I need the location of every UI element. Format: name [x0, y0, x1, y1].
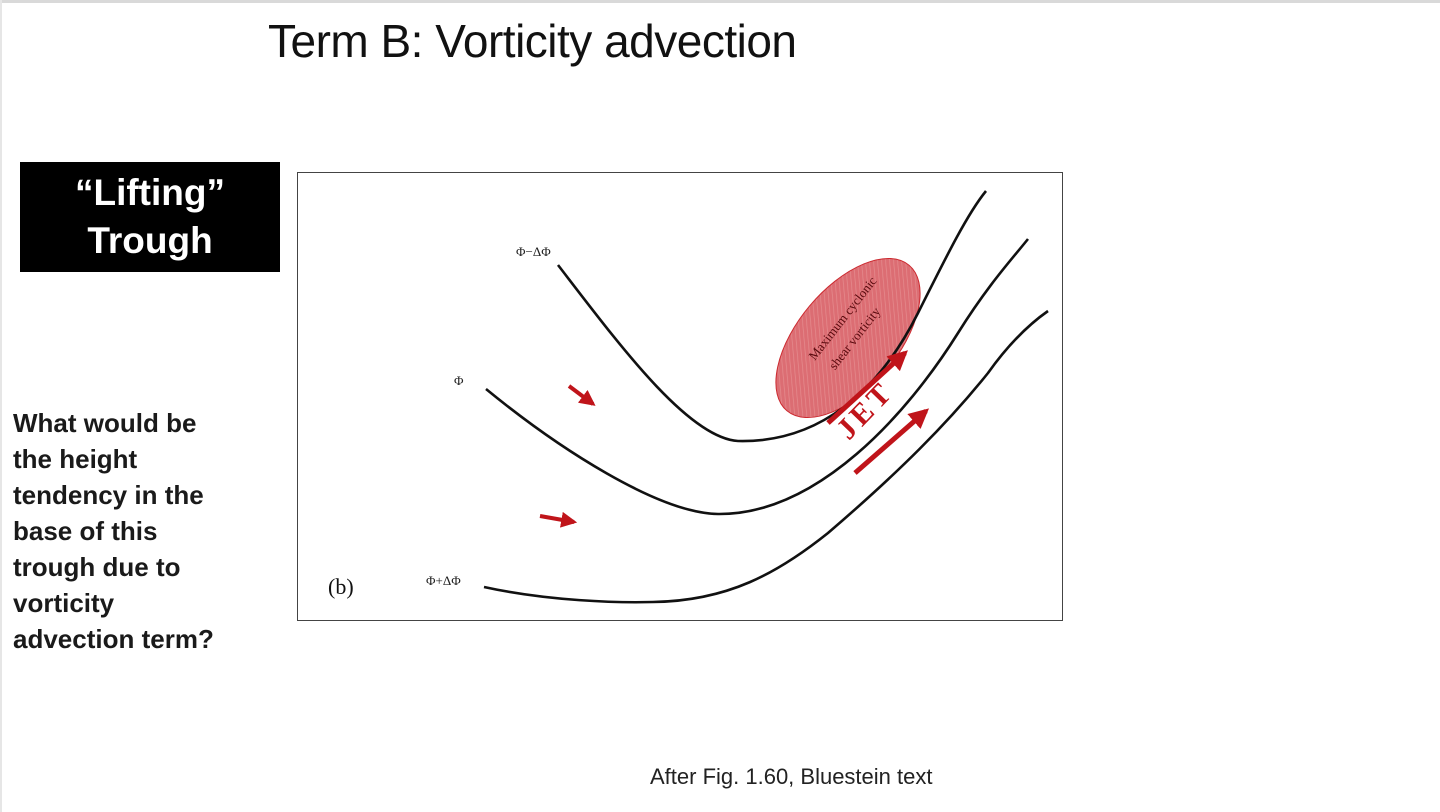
panel-label: (b) — [328, 574, 354, 599]
top-border — [0, 0, 1440, 3]
trough-diagram: Maximum cyclonic shear vorticity Φ−ΔΦ Φ … — [328, 190, 1049, 604]
left-border — [0, 0, 2, 812]
figure-caption: After Fig. 1.60, Bluestein text — [650, 764, 933, 789]
label-line-2: Trough — [87, 220, 213, 261]
label-line-1: “Lifting” — [74, 172, 225, 213]
contour-phi — [485, 238, 1030, 516]
contour-phi-minus-dphi — [556, 190, 988, 443]
contour-label-phi-minus-dphi: Φ−ΔΦ — [516, 244, 551, 259]
flow-arrow-upper — [567, 384, 596, 406]
trough-figure: Maximum cyclonic shear vorticity Φ−ΔΦ Φ … — [297, 172, 1063, 621]
question-line: advection term? — [13, 624, 214, 654]
contour-label-phi-plus-dphi: Φ+ΔΦ — [426, 573, 461, 588]
question-line: tendency in the — [13, 480, 204, 510]
lifting-trough-label: “Lifting” Trough — [20, 162, 280, 272]
question-line: base of this — [13, 516, 158, 546]
question-text: What would be the height tendency in the… — [13, 405, 263, 657]
slide-title: Term B: Vorticity advection — [268, 15, 797, 67]
flow-arrow-lower — [539, 511, 578, 528]
question-line: trough due to — [13, 552, 181, 582]
jet-arrow-upper — [826, 350, 908, 425]
question-line: What would be — [13, 408, 197, 438]
contour-phi-plus-dphi — [483, 309, 1049, 604]
question-line: the height — [13, 444, 138, 474]
contour-label-phi: Φ — [454, 373, 464, 388]
question-line: vorticity — [13, 588, 115, 618]
jet-arrow-lower — [853, 408, 930, 475]
